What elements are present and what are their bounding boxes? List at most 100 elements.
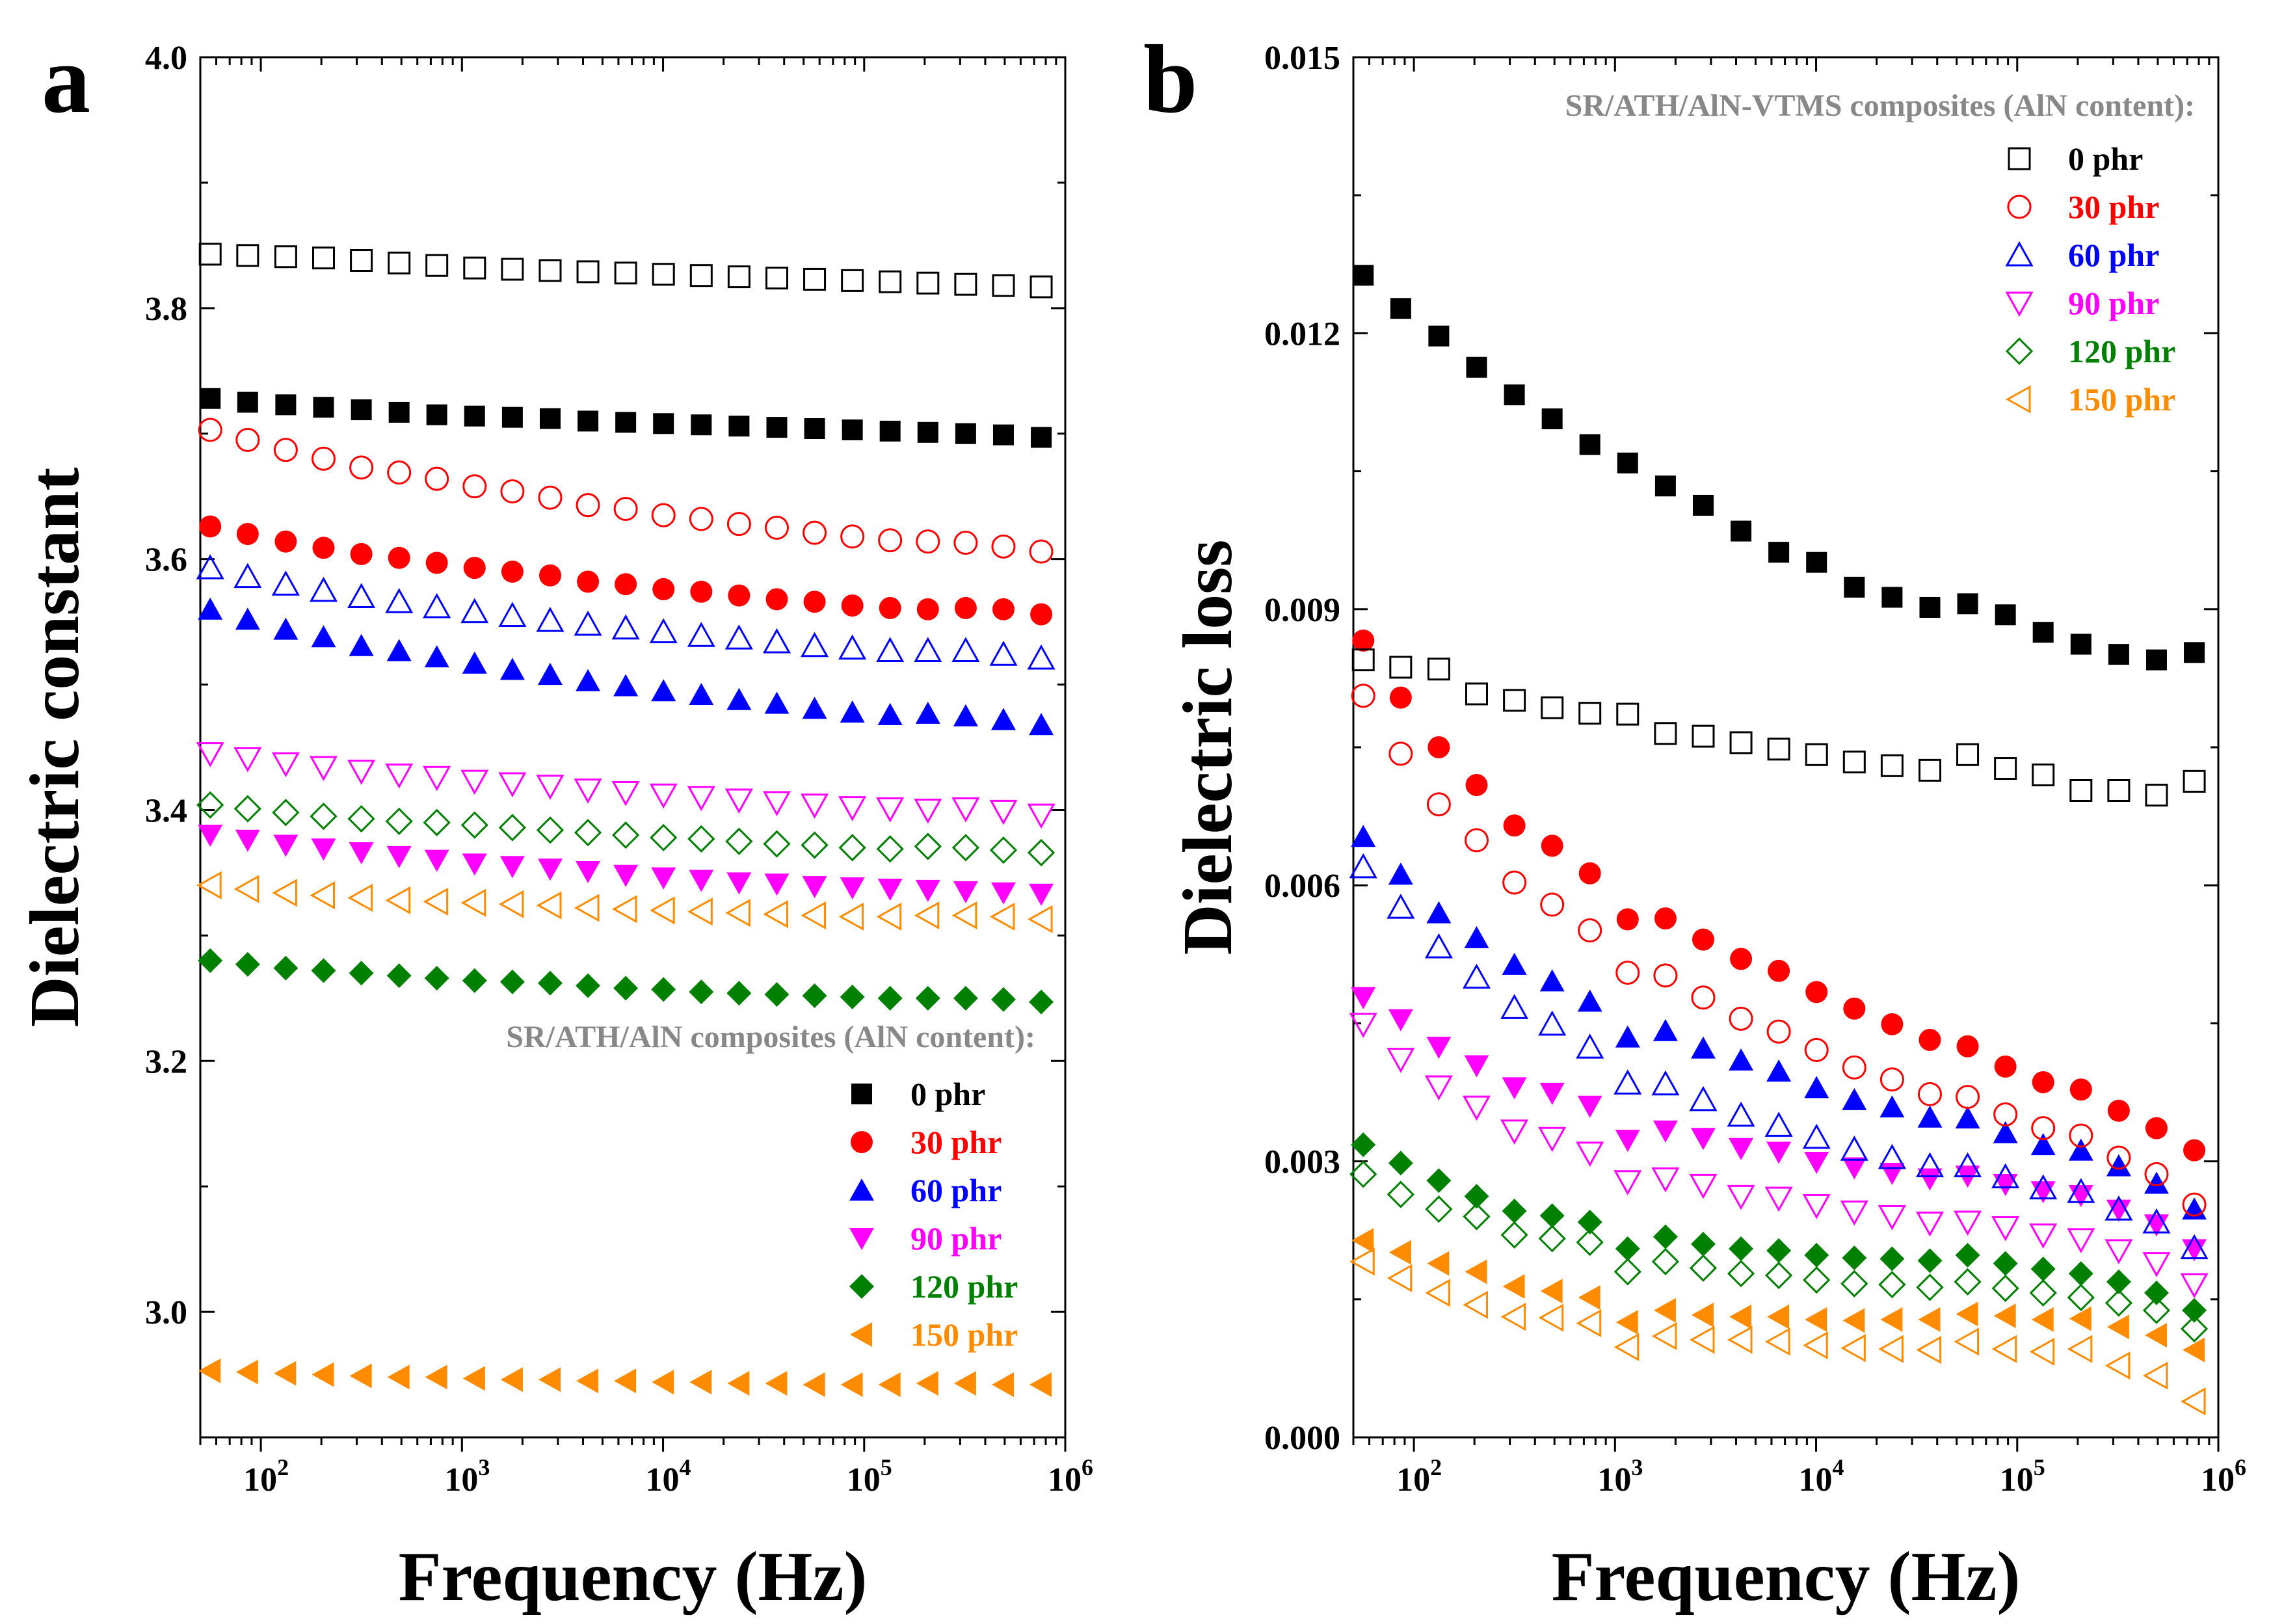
legend-marker [2007,194,2032,219]
data-point [311,446,336,471]
series-120-phr-untreated- [1351,1132,2207,1323]
legend-marker [2005,291,2034,317]
panel-label: b [1143,25,1197,133]
data-point [1879,1246,1905,1271]
data-point [576,493,600,518]
data-point [1993,1251,2018,1276]
data-point [2182,1192,2207,1217]
data-point [917,421,938,443]
data-point [1027,905,1053,933]
data-point [951,901,977,930]
data-point [726,872,752,895]
data-point [1654,907,1677,930]
data-point [198,825,223,847]
data-point [951,834,980,862]
data-point [2067,1178,2095,1203]
data-point [347,805,375,833]
data-point [1842,1087,1867,1110]
data-point [1690,1231,1716,1257]
data-point [1729,1006,1753,1031]
data-point [1842,1055,1866,1080]
data-point [500,1367,523,1392]
data-point [1614,1069,1642,1095]
data-point [689,870,714,892]
data-point [388,251,411,274]
data-point [233,747,262,773]
data-point [388,401,410,423]
data-point [275,394,297,416]
data-point [838,796,867,821]
data-point [1578,918,1602,943]
data-point [879,270,902,293]
data-point [1029,539,1054,564]
data-point [273,834,299,857]
data-point [1689,1085,1718,1112]
data-point [536,607,564,632]
data-point [1465,1259,1487,1285]
data-point [574,894,600,922]
data-point [2180,1314,2209,1343]
data-point [1689,1254,1718,1282]
data-point [311,625,336,648]
legend-label: 30 phr [910,1124,1002,1160]
data-point [349,633,374,656]
x-tick-label: 105 [847,1454,892,1498]
data-point [1500,994,1529,1019]
data-point [1616,908,1639,931]
data-point [614,1368,637,1394]
data-point [1503,689,1526,712]
data-point [424,965,449,991]
data-point [1916,1336,1941,1364]
data-point [2142,1296,2171,1324]
data-point [312,1362,334,1387]
data-point [915,985,940,1011]
legend-label: 30 phr [2068,189,2159,225]
data-point [1349,1160,1377,1188]
data-point [614,261,637,285]
data-point [2069,1123,2093,1148]
data-point [951,637,980,662]
data-point [425,254,449,277]
data-point [1956,743,1980,766]
data-point [1802,1194,1831,1219]
data-point [271,752,300,778]
data-point [350,249,373,273]
data-point [309,756,338,781]
data-point [349,455,374,480]
data-point [2108,644,2129,665]
data-point [725,899,750,927]
data-point [764,515,789,540]
data-point [726,687,752,710]
data-point [1881,1013,1904,1035]
x-tick-label: 103 [444,1454,490,1498]
data-point [801,831,829,859]
data-point [460,811,488,839]
data-point [613,864,639,887]
data-point [1579,434,1600,455]
data-point [462,968,487,993]
data-point [574,779,602,804]
data-point [1766,1141,1792,1164]
data-point [312,246,335,270]
data-point [652,578,675,600]
legend-label: 150 phr [2068,381,2175,418]
data-point [1957,593,1978,615]
data-point [539,408,561,429]
data-point [499,856,525,879]
data-point [763,830,791,858]
data-point [1690,1036,1716,1059]
data-point [196,791,224,819]
data-point [1653,1224,1678,1249]
data-point [1805,981,1828,1004]
data-point [2031,1307,2054,1332]
data-point [1878,1205,1906,1231]
data-point [1692,494,1714,516]
data-point [876,637,905,662]
data-point [1727,1101,1755,1127]
legend-marker [849,1228,874,1250]
data-point [1500,1221,1528,1249]
data-point [233,875,259,903]
data-point [765,1371,788,1396]
